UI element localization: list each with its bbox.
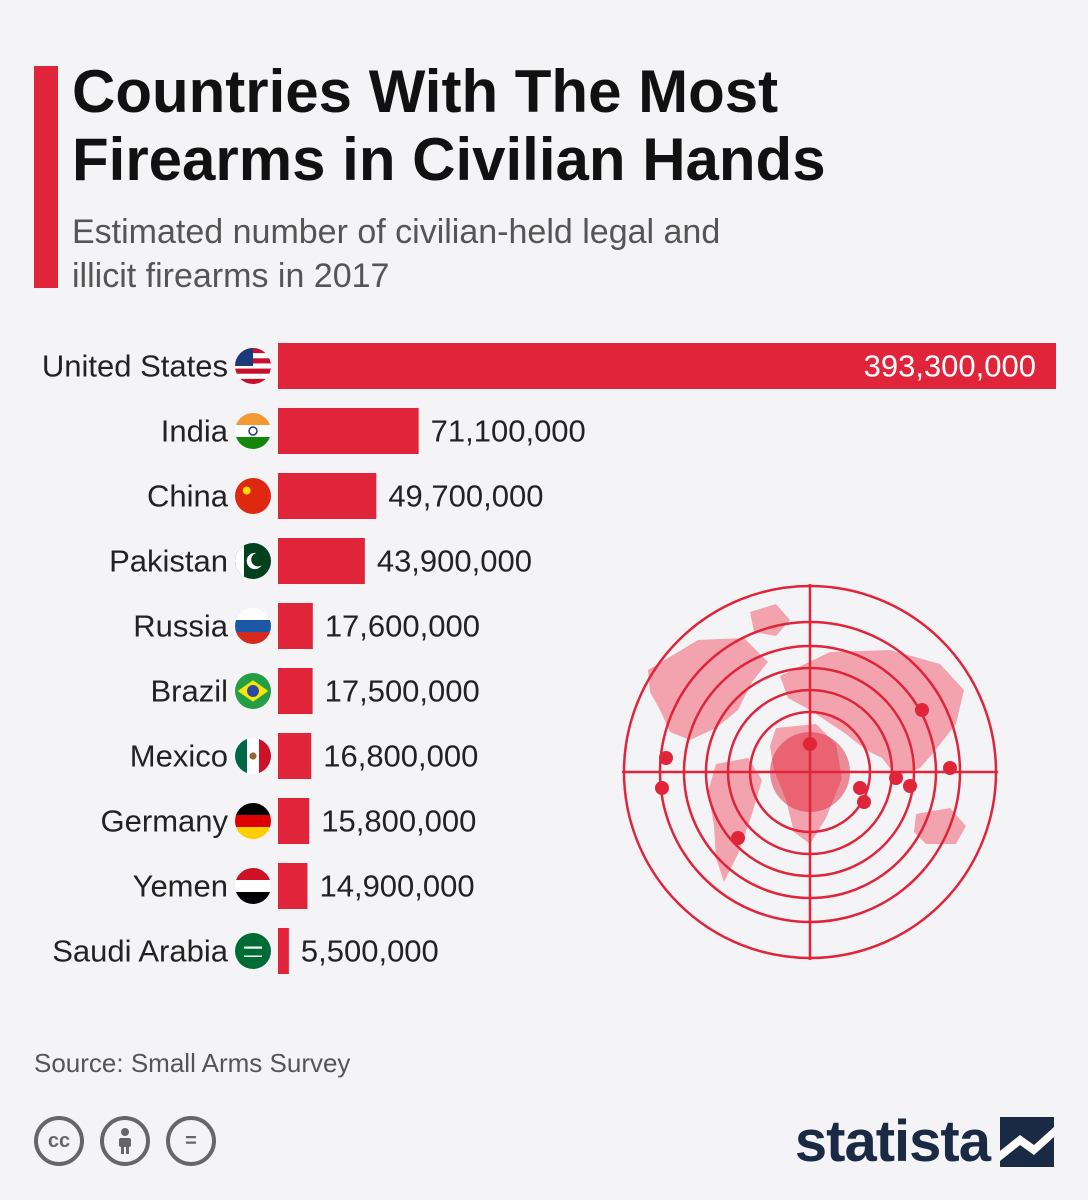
equals-icon-text: = <box>185 1129 197 1152</box>
bar <box>278 928 289 974</box>
chart-title: Countries With The Most Firearms in Civi… <box>72 58 826 193</box>
target-rings <box>622 584 998 960</box>
bar <box>278 473 377 519</box>
title-accent-bar <box>34 66 58 288</box>
world-target-illustration <box>622 584 998 960</box>
value-label: 393,300,000 <box>864 349 1036 384</box>
value-label: 43,900,000 <box>377 544 532 579</box>
value-label: 17,500,000 <box>325 674 480 709</box>
bar <box>278 538 365 584</box>
license-icons: cc = <box>34 1116 216 1166</box>
category-label: Pakistan <box>109 544 228 579</box>
bar <box>278 798 310 844</box>
mexico-flag-icon <box>235 738 271 774</box>
bar <box>278 603 313 649</box>
category-label: Germany <box>101 804 229 839</box>
category-label: Russia <box>133 609 229 644</box>
value-label: 14,900,000 <box>319 869 474 904</box>
bar <box>278 408 419 454</box>
category-label: China <box>147 479 229 514</box>
category-label: Brazil <box>150 674 228 709</box>
india-flag-icon <box>235 413 271 449</box>
brand-wordmark: statista <box>794 1109 991 1174</box>
category-label: Mexico <box>130 739 228 774</box>
value-label: 16,800,000 <box>323 739 478 774</box>
person-icon[interactable] <box>100 1116 150 1166</box>
bar <box>278 668 313 714</box>
category-label: India <box>161 414 229 449</box>
value-label: 17,600,000 <box>325 609 480 644</box>
category-label: Yemen <box>133 869 228 904</box>
person-glyph <box>119 1128 131 1154</box>
value-label: 15,800,000 <box>321 804 476 839</box>
world-map-shapes <box>648 604 966 882</box>
germany-flag-icon <box>235 803 271 839</box>
yemen-flag-icon <box>235 868 271 904</box>
statista-logo[interactable]: statista <box>795 1108 1054 1175</box>
value-label: 71,100,000 <box>431 414 586 449</box>
map-markers <box>655 703 957 845</box>
russia-flag-icon <box>235 608 271 644</box>
bar <box>278 343 1056 389</box>
equals-icon[interactable]: = <box>166 1116 216 1166</box>
bar-chart: United States 393,300,000 India 71,100,000 C… <box>42 343 1056 974</box>
cc-icon[interactable]: cc <box>34 1116 84 1166</box>
bar <box>278 863 308 909</box>
us-flag-icon <box>235 348 271 384</box>
pakistan-flag-icon <box>235 543 271 579</box>
value-label: 5,500,000 <box>301 934 439 969</box>
statista-logo-icon <box>1000 1116 1054 1167</box>
value-label: 49,700,000 <box>388 479 543 514</box>
saudi-arabia-flag-icon <box>235 933 271 969</box>
source-note: Source: Small Arms Survey <box>34 1048 351 1078</box>
china-flag-icon <box>235 478 271 514</box>
brazil-flag-icon <box>235 673 271 709</box>
chart-subtitle: Estimated number of civilian-held legal … <box>72 213 721 295</box>
category-label: Saudi Arabia <box>52 934 229 969</box>
cc-icon-text: cc <box>47 1129 71 1152</box>
bar <box>278 733 312 779</box>
category-label: United States <box>42 349 228 384</box>
